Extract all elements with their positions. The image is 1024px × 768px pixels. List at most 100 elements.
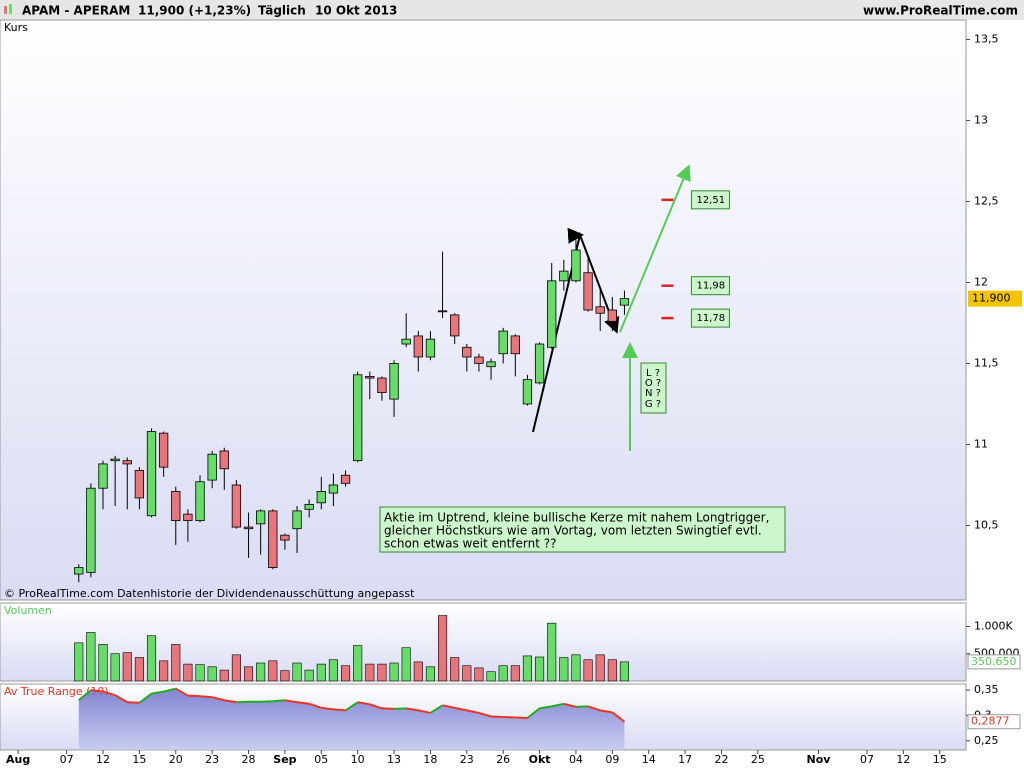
level-label: 11,78 bbox=[696, 313, 725, 324]
y-tick-label: 0,35 bbox=[974, 683, 999, 696]
atr-segment bbox=[381, 707, 395, 710]
x-tick-label: Aug bbox=[6, 753, 30, 766]
x-tick-label: 23 bbox=[460, 753, 474, 766]
atr-segment bbox=[78, 689, 92, 702]
atr-segment bbox=[429, 704, 444, 714]
volume-bar bbox=[86, 632, 96, 682]
atr-segment bbox=[575, 705, 589, 708]
x-tick-label: 15 bbox=[132, 753, 146, 766]
x-tick-label: 17 bbox=[678, 753, 692, 766]
candle-body bbox=[110, 458, 120, 462]
candle-body bbox=[510, 335, 520, 355]
atr-segment bbox=[260, 700, 273, 703]
last-value-label: 11,900 bbox=[972, 292, 1011, 305]
panel-label: Volumen bbox=[4, 604, 52, 617]
volume-bar bbox=[425, 666, 435, 682]
atr-segment bbox=[369, 703, 383, 710]
candle-body bbox=[462, 346, 472, 358]
x-tick-label: Nov bbox=[807, 753, 832, 766]
atr-segment bbox=[284, 699, 298, 704]
last-value-label: 0,2877 bbox=[971, 715, 1010, 728]
atr-segment bbox=[357, 701, 370, 706]
x-tick-label: 07 bbox=[860, 753, 874, 766]
candle-body bbox=[207, 453, 217, 481]
atr-segment bbox=[515, 716, 528, 720]
candle-body bbox=[340, 474, 351, 484]
atr-segment bbox=[344, 701, 359, 712]
volume-bar bbox=[243, 666, 254, 682]
atr-segment bbox=[236, 700, 249, 704]
atr-segment bbox=[478, 711, 492, 718]
volume-bar bbox=[122, 652, 132, 682]
atr-segment bbox=[175, 687, 189, 697]
x-tick-label: 13 bbox=[387, 753, 401, 766]
volume-bar bbox=[292, 662, 302, 682]
atr-segment bbox=[102, 690, 116, 697]
atr-segment bbox=[199, 695, 213, 699]
candle-body bbox=[353, 374, 363, 462]
volume-bar bbox=[450, 657, 460, 682]
candle-body bbox=[243, 526, 254, 530]
y-tick-label: 11 bbox=[974, 437, 988, 450]
volume-bar bbox=[595, 654, 605, 682]
volume-bar bbox=[559, 657, 569, 682]
x-tick-label: 04 bbox=[569, 753, 583, 766]
atr-segment bbox=[611, 711, 626, 723]
atr-segment bbox=[442, 704, 455, 709]
atr-segment bbox=[308, 702, 322, 709]
note-text: schon etwas weit entfernt ?? bbox=[384, 537, 556, 551]
level-label: 11,98 bbox=[696, 281, 725, 292]
candle-body bbox=[219, 450, 229, 470]
symbol: APAM - APERAM bbox=[22, 4, 130, 18]
candle-body bbox=[583, 272, 593, 311]
candle-body bbox=[498, 330, 508, 355]
candle-body bbox=[486, 361, 496, 368]
atr-segment bbox=[526, 707, 541, 719]
atr-segment bbox=[151, 690, 164, 695]
candle-body bbox=[534, 343, 545, 384]
volume-bar bbox=[231, 654, 241, 682]
volume-bar bbox=[268, 660, 278, 682]
level-box bbox=[690, 190, 730, 210]
atr-segment bbox=[127, 701, 140, 704]
volume-bar bbox=[377, 663, 387, 682]
volume-bar bbox=[171, 644, 181, 682]
atr-segment bbox=[187, 694, 201, 698]
signal-box bbox=[640, 362, 667, 414]
candle-body bbox=[437, 310, 448, 313]
volume-bar bbox=[535, 656, 545, 682]
candle-body bbox=[86, 487, 96, 573]
y-tick-label: 13,5 bbox=[974, 32, 999, 45]
x-tick-label: Sep bbox=[273, 753, 296, 766]
candle-body bbox=[607, 309, 617, 322]
volume-bar bbox=[547, 622, 557, 682]
note-text: gleicher Höchstkurs wie am Vortag, vom l… bbox=[384, 524, 762, 538]
candle-body bbox=[146, 431, 157, 517]
atr-segment bbox=[454, 706, 468, 712]
y-tick-label: 12 bbox=[974, 275, 988, 288]
volume-bar bbox=[219, 669, 229, 682]
x-tick-label: 15 bbox=[933, 753, 947, 766]
candle-body bbox=[231, 484, 242, 528]
volume-bar bbox=[607, 659, 617, 682]
x-tick-label: 07 bbox=[60, 753, 74, 766]
candle-body bbox=[619, 298, 630, 306]
volume-bar bbox=[571, 654, 581, 682]
atr-segment bbox=[466, 709, 480, 714]
candle-body bbox=[413, 335, 423, 358]
candle-body bbox=[304, 504, 314, 510]
volume-bar bbox=[619, 661, 629, 682]
volume-bar bbox=[438, 615, 448, 682]
candle-body bbox=[401, 338, 411, 345]
candle-body bbox=[171, 491, 181, 522]
last-value-box bbox=[967, 654, 1021, 670]
y-tick-label: 13 bbox=[974, 113, 988, 126]
atr-segment bbox=[333, 708, 346, 712]
atr-area bbox=[78, 688, 625, 750]
atr-segment bbox=[587, 705, 601, 712]
candle-body bbox=[195, 481, 205, 522]
atr-segment bbox=[224, 699, 237, 704]
candle-body bbox=[256, 510, 266, 525]
volume-bar bbox=[486, 671, 496, 682]
volume-bar bbox=[183, 663, 193, 682]
